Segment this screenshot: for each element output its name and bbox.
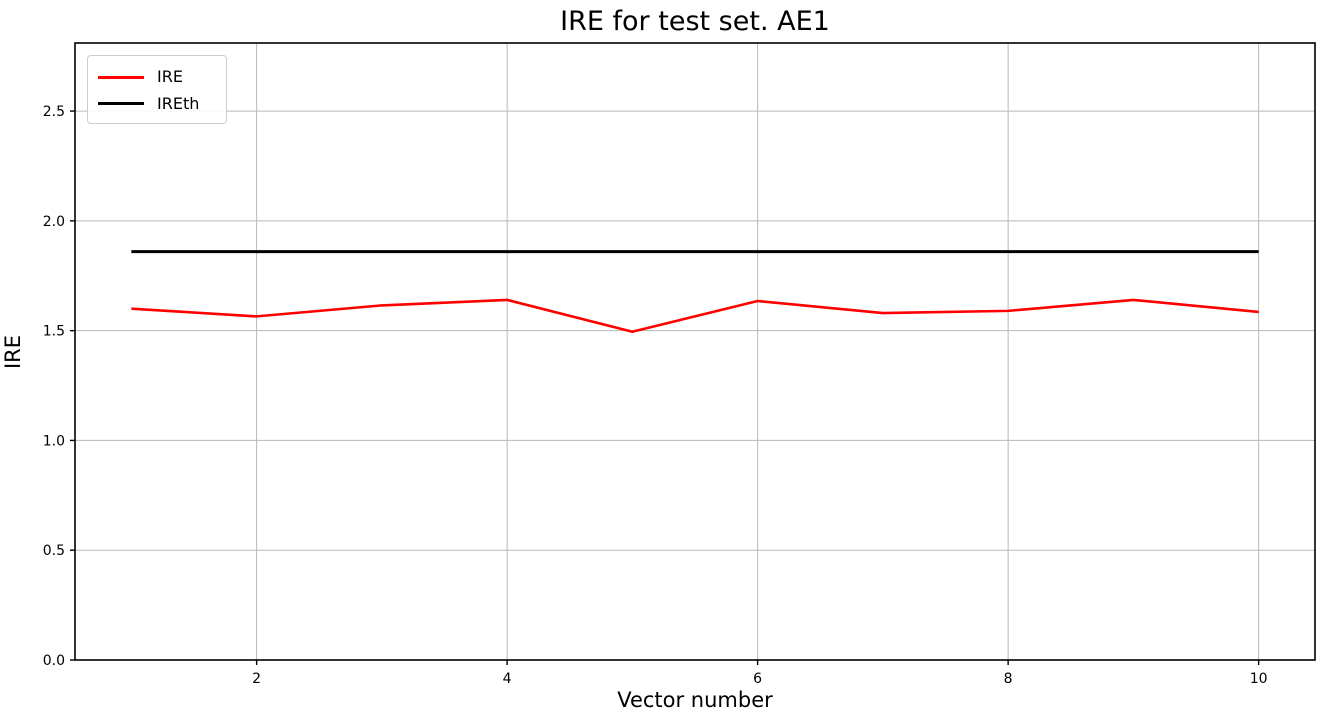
chart-title: IRE for test set. AE1 <box>560 6 830 37</box>
legend-item-ireth: IREth <box>98 91 216 118</box>
x-axis-label: Vector number <box>617 688 773 712</box>
y-tick-label: 2.0 <box>43 214 65 230</box>
y-tick-label: 2.5 <box>43 104 65 120</box>
legend: IRE IREth <box>87 55 227 124</box>
x-tick-label: 8 <box>1004 671 1013 687</box>
legend-label-ireth: IREth <box>157 93 200 113</box>
plot-border <box>74 42 1316 661</box>
y-tick-label: 0.0 <box>43 653 65 669</box>
x-tick-label: 2 <box>252 671 261 687</box>
y-tick-label: 1.0 <box>43 433 65 449</box>
series-line-ire <box>131 298 1259 334</box>
y-tick-label: 1.5 <box>43 324 65 340</box>
x-tick-label: 6 <box>753 671 762 687</box>
y-tick-label: 0.5 <box>43 543 65 559</box>
x-tick-label: 4 <box>503 671 512 687</box>
ire-line-swatch <box>98 75 144 79</box>
y-axis-label: IRE <box>1 334 25 370</box>
ireth-line-swatch <box>98 102 144 106</box>
legend-item-ire: IRE <box>98 64 216 91</box>
x-tick-label: 10 <box>1250 671 1268 687</box>
legend-label-ire: IRE <box>157 67 183 87</box>
